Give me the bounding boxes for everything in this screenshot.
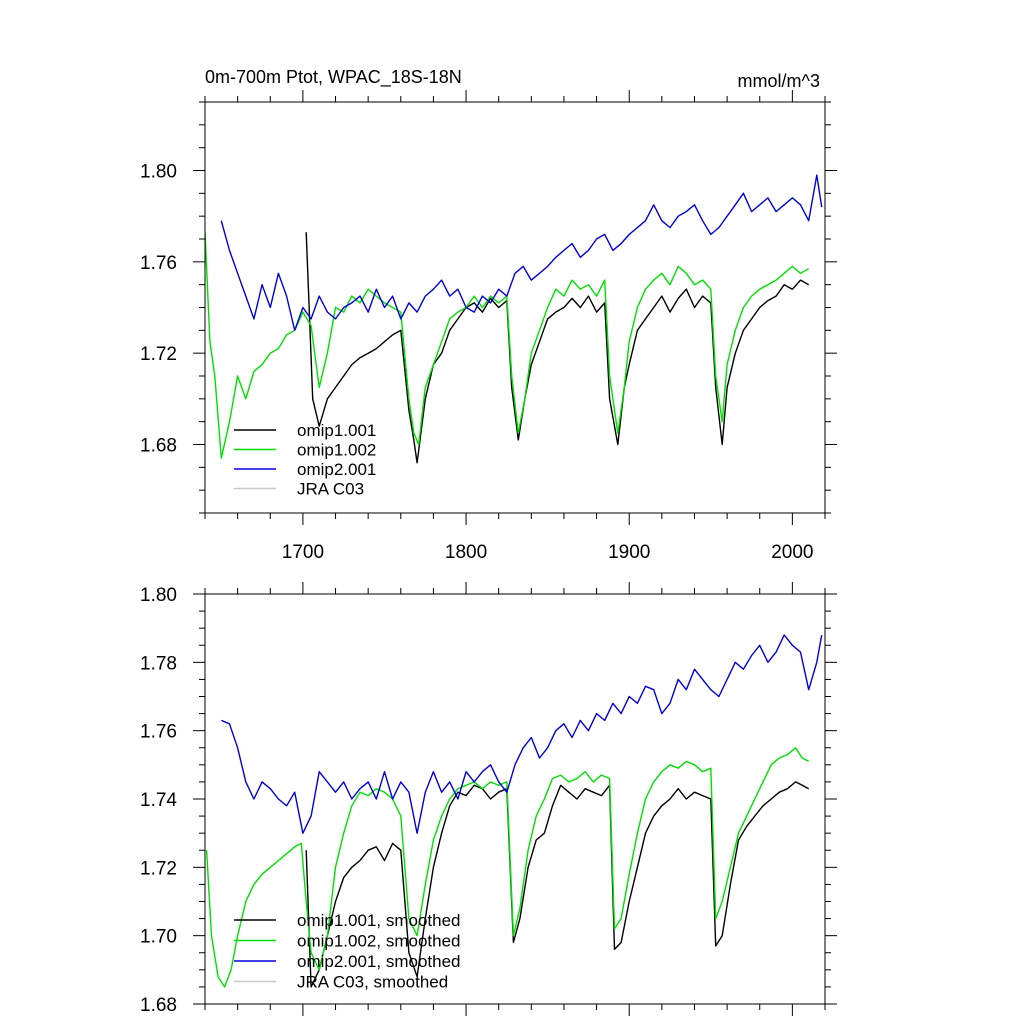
- y-tick-label: 1.68: [140, 995, 177, 1016]
- series-group: [205, 174, 823, 464]
- series-group: [205, 634, 823, 988]
- x-tick-label: 1800: [445, 542, 487, 563]
- legend-label: JRA C03: [297, 480, 364, 499]
- bottom-panel: 1.68 1.70 1.72 1.74 1.76 1.78 1.80 omip1.001, s…: [140, 582, 837, 1016]
- y-tick-label: 1.80: [140, 585, 177, 606]
- series-line-1: [205, 232, 810, 459]
- top-panel: 0m-700m Ptot, WPAC_18S-18N mmol/m^3 1700 18…: [140, 67, 837, 563]
- units-label: mmol/m^3: [738, 71, 820, 91]
- y-tick-label: 1.68: [140, 436, 177, 457]
- x-tick-label: 2000: [771, 542, 813, 563]
- y-tick-label: 1.76: [140, 722, 177, 743]
- legend-label: omip1.002, smoothed: [297, 932, 461, 951]
- y-tick-label: 1.72: [140, 344, 177, 365]
- series-line-2: [221, 634, 823, 834]
- legend-label: omip2.001: [297, 460, 376, 479]
- x-tick-label: 1700: [282, 542, 324, 563]
- legend-label: omip2.001, smoothed: [297, 952, 461, 971]
- y-tick-label: 1.70: [140, 927, 177, 948]
- y-tick-label: 1.80: [140, 162, 177, 183]
- series-line-0: [305, 232, 810, 464]
- y-tick-label: 1.72: [140, 858, 177, 879]
- series-line-1: [205, 747, 810, 988]
- y-tick-label: 1.76: [140, 253, 177, 274]
- series-line-2: [220, 174, 823, 331]
- legend-label: JRA C03, smoothed: [297, 973, 448, 992]
- legend-label: omip1.002: [297, 441, 376, 460]
- series-line-0: [305, 781, 810, 988]
- x-tick-label: 1900: [608, 542, 650, 563]
- legend-label: omip1.001: [297, 421, 376, 440]
- chart-title: 0m-700m Ptot, WPAC_18S-18N: [205, 67, 462, 88]
- y-tick-label: 1.78: [140, 653, 177, 674]
- legend-label: omip1.001, smoothed: [297, 911, 461, 930]
- y-tick-label: 1.74: [140, 790, 177, 811]
